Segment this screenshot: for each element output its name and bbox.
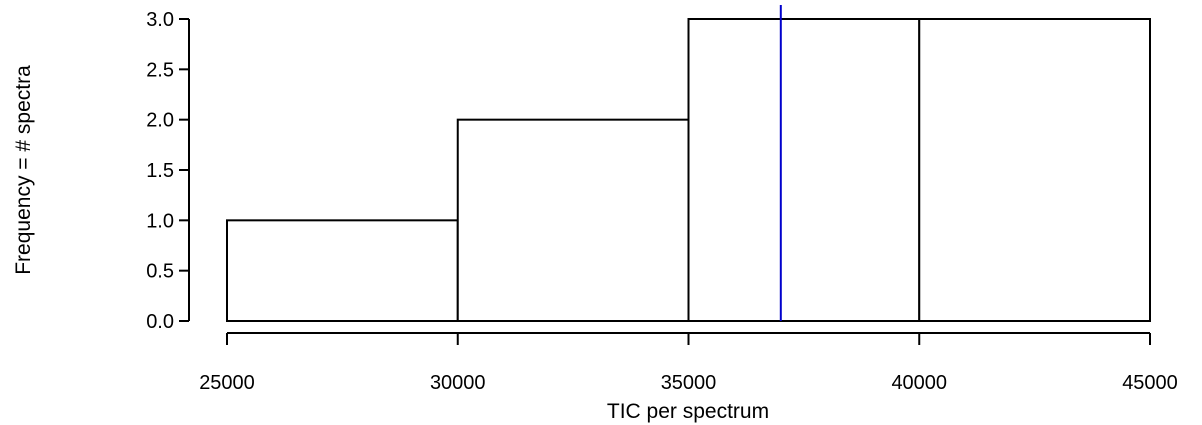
x-tick-label: 25000 [199,372,255,394]
y-axis: 0.0 0.5 1.0 1.5 2.0 2.5 3.0 [146,9,190,333]
y-tick-label: 2.0 [146,110,174,132]
y-axis-title: Frequency = # spectra [12,65,35,275]
histogram-bar-4 [918,18,1151,322]
x-tick-label: 30000 [430,372,486,394]
histogram-bars [226,18,1151,322]
y-tick-label: 1.0 [146,210,174,232]
histogram-bar-2 [456,118,690,322]
y-tick-label: 2.5 [146,59,174,81]
histogram-bar-3 [687,18,921,322]
x-tick-label: 35000 [661,372,717,394]
x-axis-title: TIC per spectrum [607,400,769,423]
x-tick-label: 45000 [1122,372,1178,394]
y-tick-label: 3.0 [146,9,174,31]
y-tick-label: 0.5 [146,261,174,283]
x-tick-label: 40000 [891,372,947,394]
y-tick-label: 1.5 [146,160,174,182]
histogram-bar-1 [226,219,459,322]
y-tick-label: 0.0 [146,311,174,333]
x-axis: 25000 30000 35000 40000 45000 [199,332,1178,394]
